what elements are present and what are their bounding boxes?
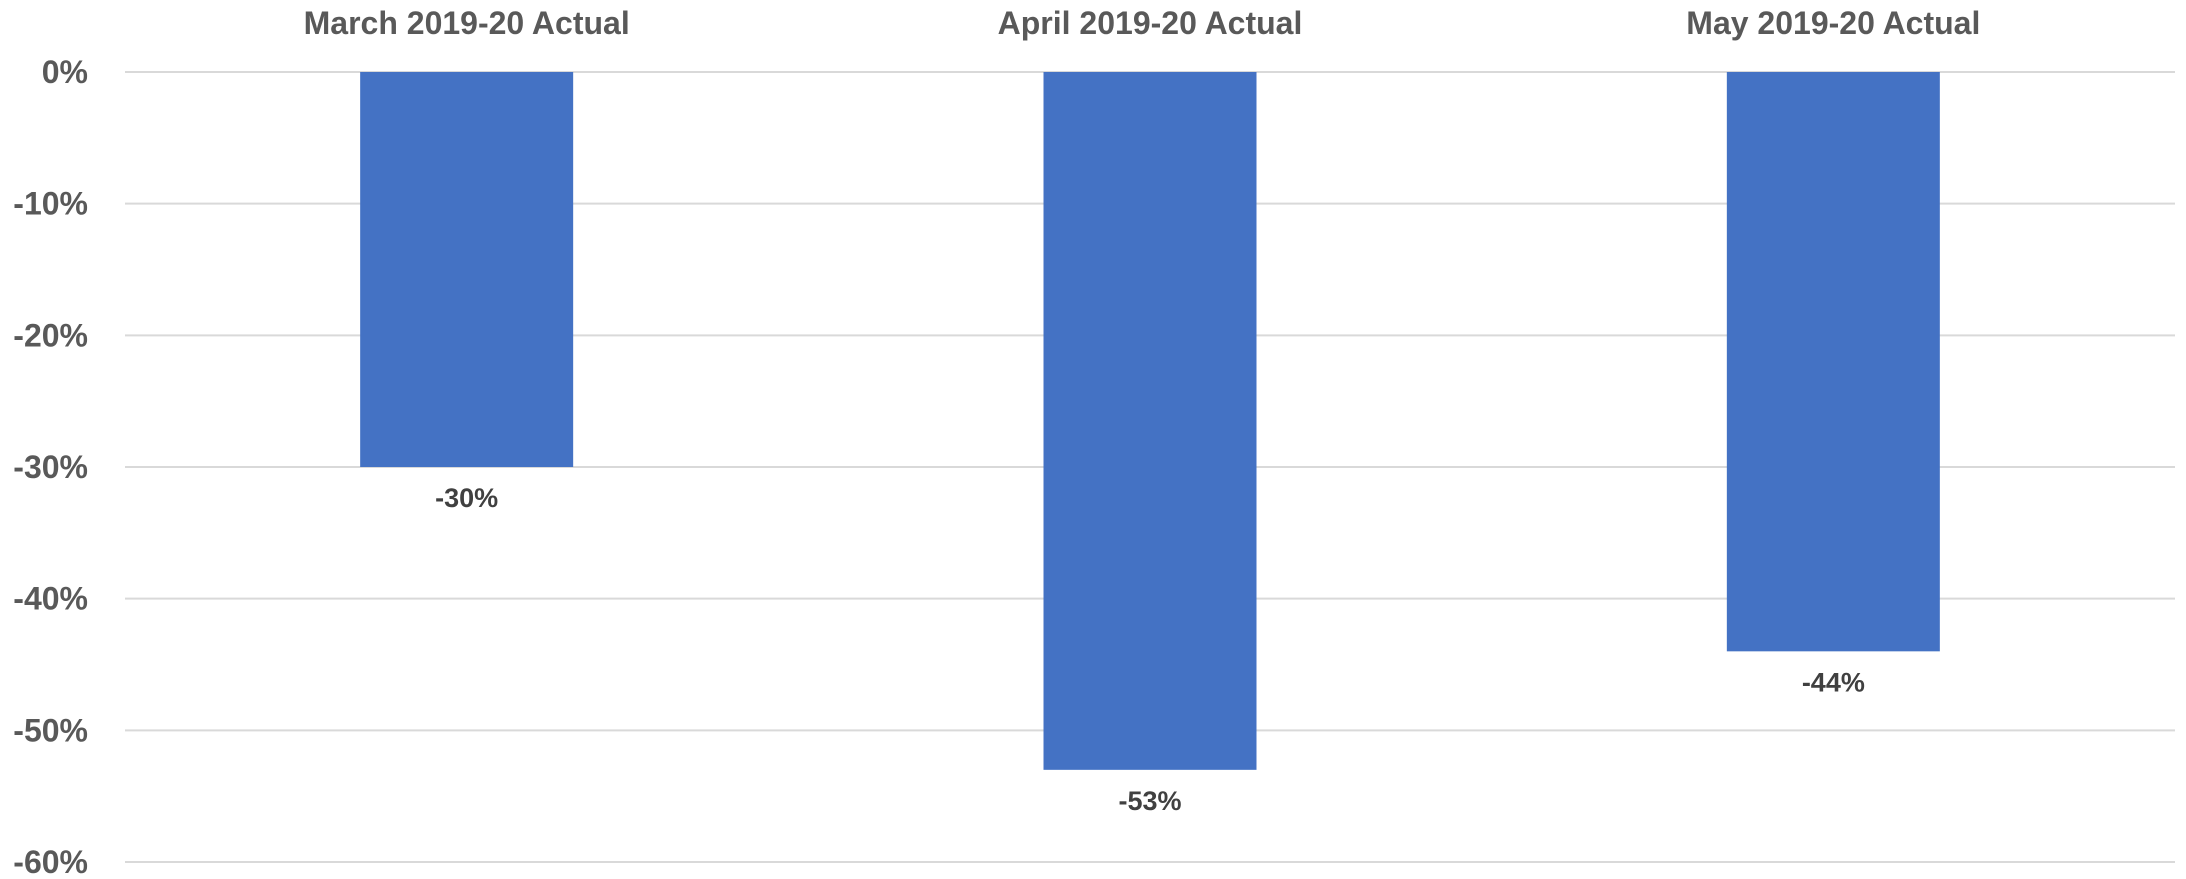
data-label: -53% xyxy=(1118,786,1181,816)
y-tick-label: -50% xyxy=(13,712,88,748)
bar xyxy=(1726,72,1940,652)
y-tick-label: -40% xyxy=(13,581,88,617)
category-label: May 2019-20 Actual xyxy=(1686,5,1980,41)
bar xyxy=(1043,72,1257,770)
y-tick-label: 0% xyxy=(42,54,88,90)
y-tick-label: -20% xyxy=(13,317,88,353)
y-axis-tick-labels: 0% -10% -20% -30% -40% -50% -60% xyxy=(13,54,88,879)
y-tick-label: -30% xyxy=(13,449,88,485)
data-label: -44% xyxy=(1802,667,1865,697)
bars xyxy=(360,72,1940,770)
category-label: March 2019-20 Actual xyxy=(304,5,630,41)
data-labels: -30% -53% -44% xyxy=(435,483,1865,816)
category-labels: March 2019-20 Actual April 2019-20 Actual… xyxy=(304,5,1981,41)
bar xyxy=(360,72,574,467)
data-label: -30% xyxy=(435,483,498,513)
category-label: April 2019-20 Actual xyxy=(998,5,1303,41)
y-tick-label: -60% xyxy=(13,844,88,879)
y-tick-label: -10% xyxy=(13,186,88,222)
